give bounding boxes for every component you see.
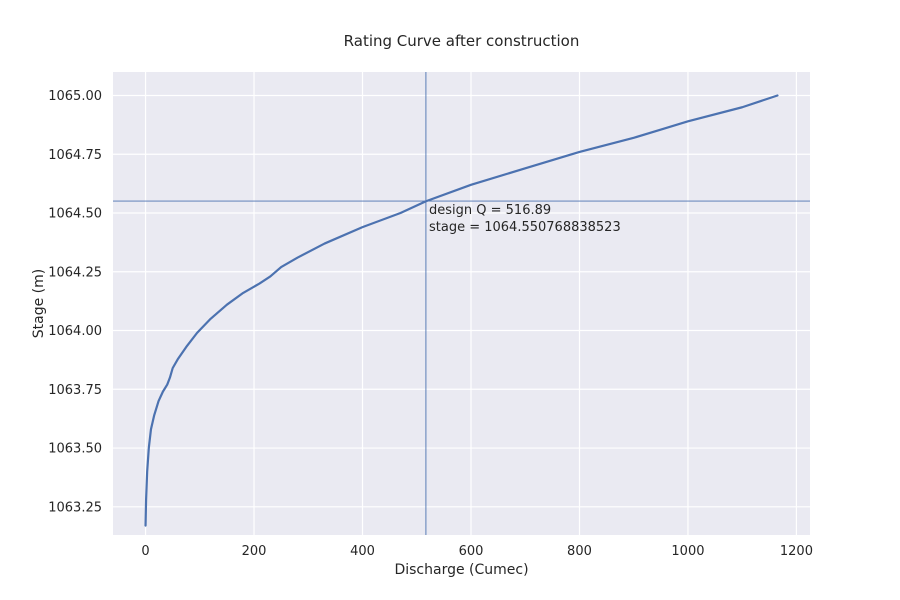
- y-tick-label: 1064.00: [48, 324, 102, 339]
- y-tick-label: 1063.50: [48, 442, 102, 457]
- x-tick-label: 1000: [671, 544, 704, 559]
- x-tick-label: 800: [567, 544, 592, 559]
- ticks: 0 200 400 600 800 1000 1200 1063.25 1063.50 1063.…: [48, 89, 813, 559]
- grid: [113, 72, 810, 535]
- x-tick-label: 400: [350, 544, 375, 559]
- plot-background: [113, 72, 810, 535]
- x-axis-title: Discharge (Cumec): [394, 562, 528, 578]
- y-tick-label: 1063.75: [48, 383, 102, 398]
- y-tick-label: 1064.25: [48, 265, 102, 280]
- y-tick-label: 1064.75: [48, 148, 102, 163]
- x-tick-label: 200: [242, 544, 267, 559]
- x-tick-label: 0: [141, 544, 149, 559]
- y-tick-label: 1064.50: [48, 207, 102, 222]
- rating-curve-line: [144, 94, 779, 527]
- annotation-stage: stage = 1064.550768838523: [429, 220, 621, 235]
- y-axis-title: Stage (m): [31, 269, 47, 338]
- marks: [113, 72, 810, 535]
- y-tick-label: 1065.00: [48, 89, 102, 104]
- annotation-design-q: design Q = 516.89: [429, 203, 551, 218]
- x-tick-label: 600: [459, 544, 484, 559]
- chart-title: Rating Curve after construction: [344, 32, 580, 50]
- y-tick-label: 1063.25: [48, 500, 102, 515]
- x-tick-label: 1200: [780, 544, 813, 559]
